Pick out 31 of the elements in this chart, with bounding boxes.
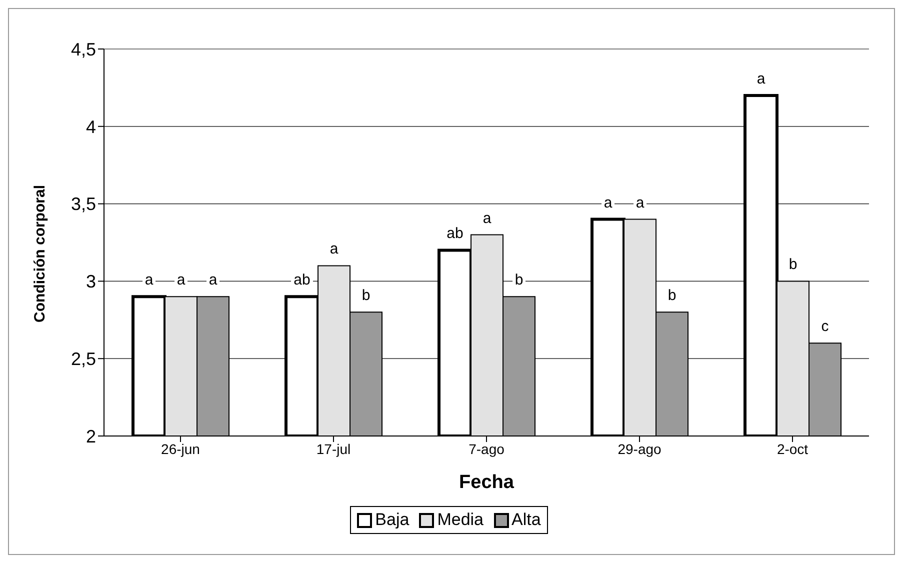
x-tick-label: 26-jun: [161, 440, 200, 457]
annotation: ab: [446, 225, 464, 242]
x-tick-label: 17-jul: [316, 440, 351, 457]
annotation: a: [144, 272, 154, 289]
annotation: a: [330, 240, 339, 258]
annotation: b: [362, 287, 370, 304]
annotation: a: [756, 70, 766, 88]
y-tick-label: 2,5: [70, 348, 96, 369]
annotation: a: [636, 194, 645, 212]
y-tick-label: 2: [86, 426, 96, 446]
annotation: b: [514, 272, 524, 289]
annotation: a: [176, 272, 186, 289]
x-axis-title: Fecha: [459, 472, 514, 493]
x-tick-label: 29-ago: [618, 440, 662, 457]
y-tick-label: 3: [86, 272, 96, 292]
y-axis-title: Condición corporal: [31, 184, 48, 322]
x-tick-label: 2-oct: [776, 440, 808, 457]
annotation: b: [788, 256, 798, 274]
annotation: b: [668, 287, 676, 304]
legend-label: Alta: [510, 510, 541, 530]
annotation: a: [208, 272, 218, 289]
annotation: a: [604, 194, 613, 212]
annotation: c: [821, 318, 830, 336]
legend-label: Baja: [374, 510, 410, 530]
x-tick-label: 7-ago: [468, 440, 505, 457]
legend-label: Media: [436, 510, 484, 530]
y-tick-label: 4,5: [70, 39, 96, 60]
y-tick-label: 3,5: [70, 194, 96, 214]
annotation: ab: [294, 272, 310, 289]
annotation: a: [482, 210, 492, 227]
y-tick-label: 4: [86, 116, 96, 137]
